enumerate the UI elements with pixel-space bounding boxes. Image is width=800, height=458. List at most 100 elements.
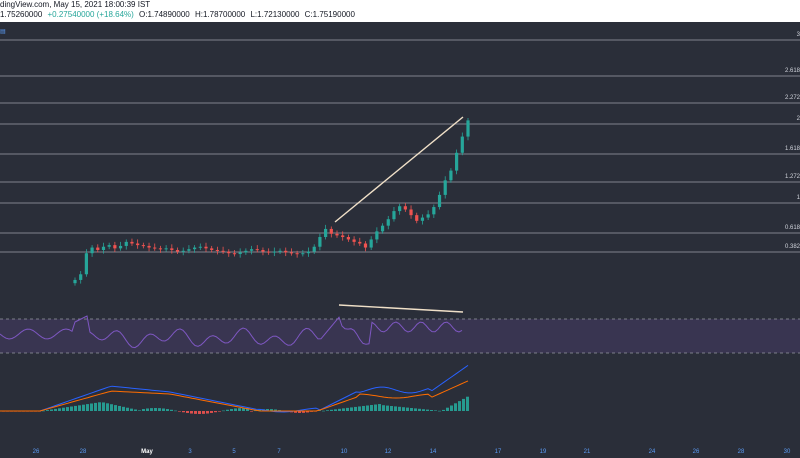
macd-histogram-bar [246, 408, 249, 411]
candle-body [358, 241, 362, 244]
candle-body [278, 250, 282, 252]
macd-histogram-bar [406, 407, 409, 411]
macd-histogram-bar [90, 403, 93, 411]
candle-body [295, 253, 299, 255]
candle-body [369, 239, 373, 248]
macd-histogram-bar [234, 408, 237, 411]
header-change: +0.27540000 (+18.64%) [47, 10, 134, 19]
candle-body [375, 231, 379, 240]
header-ohlc-line: 1.75260000 +0.27540000 (+18.64%) O:1.748… [0, 10, 358, 19]
macd-histogram-bar [202, 411, 205, 414]
chart-settings-icon[interactable]: ▤ [0, 29, 6, 35]
candle-body [238, 252, 242, 255]
candle-body [329, 228, 333, 234]
x-axis-label: 26 [692, 449, 700, 455]
macd-histogram-bar [142, 409, 145, 411]
macd-histogram-bar [54, 408, 57, 411]
x-axis-label: 21 [583, 449, 591, 455]
macd-histogram-bar [442, 409, 445, 411]
x-axis-label: 3 [188, 449, 192, 455]
macd-histogram-bar [74, 405, 77, 411]
candle-body [426, 214, 430, 218]
macd-histogram-bar [206, 411, 209, 414]
candle-body [210, 248, 214, 250]
macd-histogram-bar [438, 410, 441, 412]
header-high: H:1.78700000 [194, 10, 246, 19]
macd-histogram-bar [50, 409, 53, 411]
macd-histogram-bar [138, 410, 141, 411]
candle-body [79, 274, 83, 280]
macd-histogram-bar [94, 402, 97, 411]
macd-histogram-bar [398, 406, 401, 411]
macd-histogram-bar [126, 407, 129, 411]
chart-area[interactable]: ▤ 3 2.618 2.272 2 1.618 1.272 1 0.618 0.382 26 28 M… [0, 22, 800, 458]
macd-histogram-bar [422, 409, 425, 411]
macd-histogram-bar [134, 409, 137, 411]
x-axis-label: 24 [648, 449, 656, 455]
macd-histogram-bar [174, 410, 177, 412]
macd-histogram-bar [154, 408, 157, 411]
macd-histogram-bar [258, 409, 261, 411]
macd-histogram-bar [382, 405, 385, 411]
candle-body [124, 241, 128, 246]
macd-histogram-bar [338, 408, 341, 411]
candle-body [153, 247, 157, 249]
candle-body [130, 241, 134, 244]
x-axis-label: 28 [737, 449, 745, 455]
macd-histogram-bar [434, 410, 437, 411]
candle-body [232, 253, 237, 255]
macd-histogram-bar [198, 411, 201, 414]
candle-body [227, 251, 231, 254]
macd-histogram-bar [378, 404, 381, 411]
macd-histogram-bar [274, 409, 277, 411]
fib-level-label: 0.618 [784, 225, 800, 231]
header-low: L:1.72130000 [250, 10, 300, 19]
macd-histogram-bar [190, 411, 193, 414]
candle-body [403, 206, 407, 210]
macd-histogram-bar [334, 409, 337, 411]
candle-body [204, 246, 208, 249]
candle-body [175, 249, 180, 252]
candle-body [73, 279, 77, 284]
candle-body [466, 120, 470, 137]
macd-histogram-bar [266, 409, 269, 411]
candle-body [113, 245, 117, 249]
macd-histogram-bar [306, 411, 309, 413]
candle-body [272, 251, 276, 253]
macd-histogram-bar [302, 411, 305, 413]
macd-histogram-bar [70, 406, 73, 411]
macd-histogram-bar [186, 411, 189, 413]
fib-level-label: 2.272 [784, 95, 800, 101]
macd-histogram-bar [362, 405, 365, 411]
macd-histogram-bar [450, 405, 453, 411]
candle-body [312, 246, 316, 252]
candle-body [141, 245, 145, 247]
candle-body [432, 207, 436, 215]
candle-body [455, 152, 459, 171]
macd-histogram-bar [410, 408, 413, 411]
macd-histogram-bar [418, 408, 421, 411]
chart-header: dingView.com, May 15, 2021 18:00:39 IST … [0, 0, 800, 22]
macd-histogram-bar [386, 405, 389, 411]
x-axis-label: 7 [277, 449, 281, 455]
macd-histogram-bar [430, 410, 433, 411]
macd-histogram-bar [370, 405, 373, 411]
candle-body [147, 245, 151, 248]
macd-histogram-bar [106, 403, 109, 411]
macd-histogram-bar [122, 406, 125, 411]
macd-histogram-bar [62, 407, 65, 411]
price-chart-svg [0, 39, 800, 414]
candle-body [437, 194, 442, 208]
candle-body [409, 209, 413, 216]
candle-body [335, 233, 339, 236]
candle-body [96, 247, 100, 250]
candle-body [392, 211, 396, 220]
candle-body [386, 219, 390, 226]
x-axis-label: 26 [32, 449, 40, 455]
macd-histogram-bar [130, 408, 133, 411]
macd-histogram-bar [402, 407, 405, 411]
candle-body [249, 249, 254, 251]
candle-body [301, 253, 305, 255]
macd-histogram-bar [158, 408, 161, 411]
rsi-trendline [338, 304, 464, 313]
